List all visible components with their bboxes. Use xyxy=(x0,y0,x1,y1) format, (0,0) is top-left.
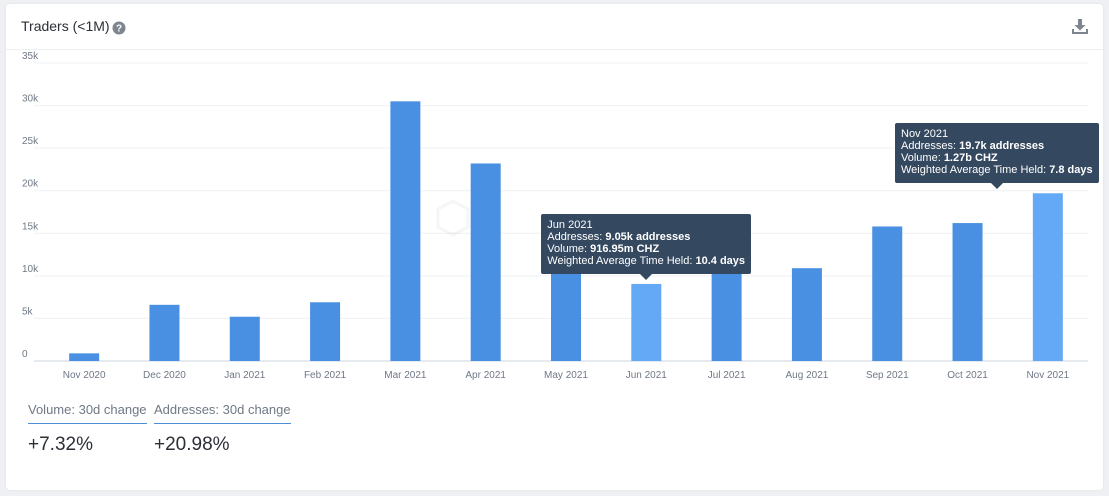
x-tick-label: Oct 2021 xyxy=(947,370,988,381)
stat-addresses-change: Addresses: 30d change +20.98% xyxy=(154,402,291,456)
bar-dec-2020[interactable] xyxy=(149,304,180,361)
tooltip-row-value: 1.27b CHZ xyxy=(943,152,998,165)
tooltip-row: Volume: 1.27b CHZ xyxy=(901,152,1093,164)
svg-text:?: ? xyxy=(116,24,122,35)
download-icon[interactable] xyxy=(1071,17,1089,35)
x-tick-label: Dec 2020 xyxy=(143,370,186,381)
tooltip-row-value: 10.4 days xyxy=(695,254,746,267)
stat-volume-change: Volume: 30d change +7.32% xyxy=(28,402,147,456)
chart-card: Traders (<1M) ? 0 5k 10k 15k 20k 25k 30k 35k No… xyxy=(6,4,1103,490)
tooltip-row-value: 9.05k addresses xyxy=(605,230,691,243)
x-tick-label: Jun 2021 xyxy=(626,370,668,381)
y-tick-label: 15k xyxy=(22,221,39,232)
bar-may-2021[interactable] xyxy=(551,272,581,361)
x-tick-label: Mar 2021 xyxy=(384,370,427,381)
tooltip-row-label: Weighted Average Time Held: xyxy=(547,254,696,267)
y-tick-label: 5k xyxy=(22,306,34,317)
tooltip-row-label: Addresses: xyxy=(547,230,606,243)
question-circle-icon[interactable]: ? xyxy=(112,21,126,35)
y-tick-label: 0 xyxy=(22,349,28,360)
tooltip-row: Volume: 916.95m CHZ xyxy=(547,243,745,255)
bar-chart: 0 5k 10k 15k 20k 25k 30k 35k Nov 2020 Dec 2020 Ja… xyxy=(22,51,1088,381)
tooltip-row-label: Addresses: xyxy=(901,140,960,153)
x-tick-label: Jan 2021 xyxy=(224,370,266,381)
stat-volume-label[interactable]: Volume: 30d change xyxy=(28,402,147,424)
tooltip-jun-2021: Jun 2021 Addresses: 9.05k addresses Volume… xyxy=(541,213,752,280)
tooltip-row-label: Weighted Average Time Held: xyxy=(901,164,1050,177)
x-axis-labels: Nov 2020 Dec 2020 Jan 2021 Feb 2021 Mar 2021… xyxy=(63,370,1070,381)
x-tick-label: Jul 2021 xyxy=(708,370,746,381)
y-tick-label: 10k xyxy=(22,264,39,275)
tooltip-title: Nov 2021 xyxy=(901,128,949,141)
x-tick-label: Feb 2021 xyxy=(304,370,347,381)
tooltip-nov-2021: Nov 2021 Addresses: 19.7k addresses Volume… xyxy=(895,123,1099,190)
x-tick-label: May 2021 xyxy=(544,370,588,381)
x-tick-label: Aug 2021 xyxy=(786,370,829,381)
bar-aug-2021[interactable] xyxy=(791,268,822,361)
x-tick-label: Nov 2021 xyxy=(1026,370,1069,381)
tooltip-row-label: Volume: xyxy=(901,152,944,165)
bar-nov-2021[interactable] xyxy=(1032,193,1063,361)
watermark xyxy=(436,199,470,237)
chart-bars xyxy=(69,101,1063,362)
tooltip-row-value: 19.7k addresses xyxy=(959,140,1045,153)
bar-nov-2020[interactable] xyxy=(69,353,100,361)
tooltip-row: Addresses: 9.05k addresses xyxy=(547,231,745,243)
tooltip-title: Jun 2021 xyxy=(547,218,593,231)
bar-jun-2021[interactable] xyxy=(631,283,662,361)
y-tick-label: 30k xyxy=(22,94,39,105)
tooltip-row-label: Volume: xyxy=(547,242,591,255)
bar-jul-2021[interactable] xyxy=(711,269,742,361)
stat-addresses-label[interactable]: Addresses: 30d change xyxy=(154,402,291,424)
stat-addresses-value: +20.98% xyxy=(154,434,230,455)
tooltip-row-value: 916.95m CHZ xyxy=(590,242,660,255)
tooltip-row: Weighted Average Time Held: 10.4 days xyxy=(547,255,745,267)
tooltip-row-value: 7.8 days xyxy=(1049,164,1093,177)
y-tick-label: 20k xyxy=(22,179,39,190)
x-tick-label: Apr 2021 xyxy=(465,370,506,381)
bar-sep-2021[interactable] xyxy=(872,226,903,361)
y-axis-labels: 0 5k 10k 15k 20k 25k 30k 35k xyxy=(22,51,39,360)
bar-oct-2021[interactable] xyxy=(952,223,983,361)
bar-jan-2021[interactable] xyxy=(229,316,260,361)
y-tick-label: 35k xyxy=(22,51,39,62)
tooltip-row: Weighted Average Time Held: 7.8 days xyxy=(901,164,1093,176)
y-tick-label: 25k xyxy=(22,136,39,147)
x-tick-label: Sep 2021 xyxy=(866,370,909,381)
card-header: Traders (<1M) ? xyxy=(6,4,1103,50)
bar-mar-2021[interactable] xyxy=(390,101,421,362)
bar-apr-2021[interactable] xyxy=(470,163,501,361)
bar-feb-2021[interactable] xyxy=(310,302,341,361)
tooltip-row: Addresses: 19.7k addresses xyxy=(901,140,1093,152)
chart-title: Traders (<1M) xyxy=(21,18,110,34)
x-tick-label: Nov 2020 xyxy=(63,370,106,381)
stat-volume-value: +7.32% xyxy=(28,434,93,455)
